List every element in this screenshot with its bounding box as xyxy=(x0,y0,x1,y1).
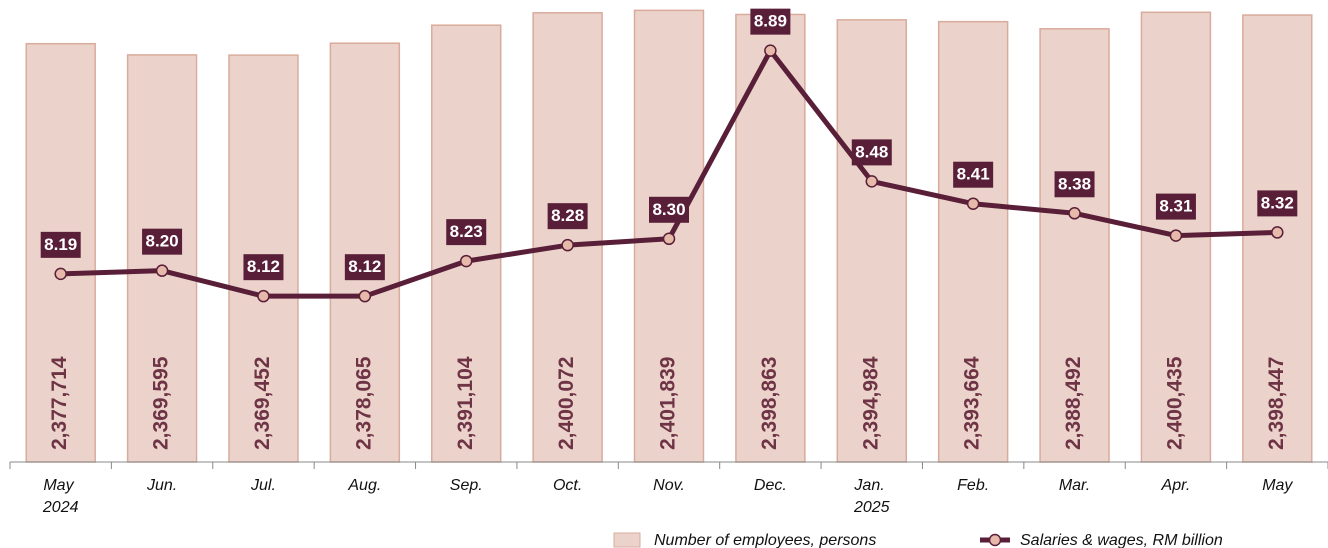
legend-label: Number of employees, persons xyxy=(654,532,876,548)
bar-value-label: 2,400,072 xyxy=(555,357,578,450)
line-marker xyxy=(561,238,574,252)
line-marker xyxy=(155,264,169,277)
x-tick-label: Oct. xyxy=(553,477,582,494)
bar-value-label: 2,369,452 xyxy=(251,357,274,450)
x-tick-label: May 2024 xyxy=(42,477,79,516)
line-marker xyxy=(459,254,473,268)
x-tick-label-line: Jun. xyxy=(146,477,177,494)
line-value-label: 8.20 xyxy=(146,232,179,251)
bar xyxy=(126,54,198,463)
bar-value-label: 2,378,065 xyxy=(352,356,375,450)
bar xyxy=(1039,28,1110,463)
bar-value-label: 2,398,863 xyxy=(758,357,781,450)
bar-value-label: 2,391,104 xyxy=(454,356,477,450)
bar-value-label: 2,401,839 xyxy=(657,357,680,450)
x-tick-label-line: May xyxy=(1262,477,1293,494)
x-tick-label: Dec. xyxy=(754,477,787,494)
x-tick-label: Nov. xyxy=(653,477,685,494)
line-value-label: 8.28 xyxy=(551,206,584,225)
value-label-box xyxy=(1155,193,1196,220)
x-tick-label: May xyxy=(1262,477,1293,494)
value-label-box xyxy=(953,161,994,188)
value-label-box xyxy=(547,203,588,230)
legend-swatch xyxy=(613,532,641,548)
line-value-label: 8.12 xyxy=(247,257,280,276)
line-marker xyxy=(54,267,67,281)
x-tick-label: Apr. xyxy=(1161,477,1191,494)
x-tick-label-line: 2024 xyxy=(42,499,79,516)
x-tick-label: Aug. xyxy=(347,477,381,494)
x-tick-label-line: Jan. xyxy=(853,477,889,494)
line-marker xyxy=(1068,207,1081,220)
line-value-label: 8.30 xyxy=(652,200,685,219)
line-value-label: 8.19 xyxy=(44,235,77,254)
bar-value-label: 2,369,595 xyxy=(150,356,173,450)
x-tick-label-line: Nov. xyxy=(653,477,685,494)
x-tick-label-line: Mar. xyxy=(1059,477,1090,494)
value-label-box xyxy=(243,254,284,281)
x-tick-label: Jan. 2025 xyxy=(853,477,890,516)
value-label-box xyxy=(40,231,81,258)
x-tick-label-line: Oct. xyxy=(553,477,582,494)
line-value-label: 8.41 xyxy=(957,165,990,184)
x-tick-label-line: Apr. xyxy=(1161,477,1191,494)
value-label-box xyxy=(851,139,892,166)
value-label-box xyxy=(1257,190,1298,217)
legend-marker xyxy=(988,533,1002,547)
line-value-label: 8.48 xyxy=(855,142,888,161)
line-marker xyxy=(966,197,980,210)
x-tick-label-line: Sep. xyxy=(450,477,483,494)
x-tick-label-line: Aug. xyxy=(347,477,381,494)
line-marker xyxy=(358,289,372,303)
x-tick-label: Jun. xyxy=(146,477,177,494)
x-tick-label-line: May xyxy=(43,477,78,494)
line-marker xyxy=(662,232,676,246)
value-label-box xyxy=(142,228,183,255)
line-marker xyxy=(865,175,879,188)
x-tick-label-line: 2025 xyxy=(853,499,890,516)
bar xyxy=(329,42,401,463)
line-marker xyxy=(1271,226,1284,239)
x-tick-label-line: Dec. xyxy=(754,477,787,494)
bar-value-label: 2,377,714 xyxy=(48,356,71,450)
bar-value-label: 2,394,984 xyxy=(859,356,882,450)
line-marker xyxy=(257,289,270,303)
bar xyxy=(937,20,1009,463)
value-label-box xyxy=(750,8,791,35)
line-value-label: 8.12 xyxy=(348,257,381,276)
x-tick-label: Sep. xyxy=(450,477,483,494)
line-value-label: 8.89 xyxy=(754,12,787,31)
line-value-label: 8.32 xyxy=(1261,193,1294,212)
bar xyxy=(532,12,603,463)
x-tick-label: Feb. xyxy=(957,477,989,494)
value-label-box xyxy=(1054,171,1095,198)
value-label-box xyxy=(344,254,385,281)
bar-value-label: 2,393,664 xyxy=(961,356,984,450)
line-value-label: 8.38 xyxy=(1058,174,1091,193)
bar-value-label: 2,388,492 xyxy=(1062,357,1085,450)
x-tick-label-line: Feb. xyxy=(957,477,989,494)
x-tick-label-line: Jul. xyxy=(250,477,276,494)
value-label-box xyxy=(649,196,689,223)
bar-value-label: 2,398,447 xyxy=(1265,357,1288,450)
legend-label: Salaries & wages, RM billion xyxy=(1020,532,1223,548)
line-marker xyxy=(764,44,777,57)
line-value-label: 8.31 xyxy=(1159,197,1192,216)
x-tick-label: Mar. xyxy=(1059,477,1090,494)
value-label-box xyxy=(446,219,487,246)
line-marker xyxy=(1169,229,1183,242)
x-tick-label: Jul. xyxy=(250,477,276,494)
bar-value-label: 2,400,435 xyxy=(1163,356,1186,450)
line-value-label: 8.23 xyxy=(450,222,483,241)
